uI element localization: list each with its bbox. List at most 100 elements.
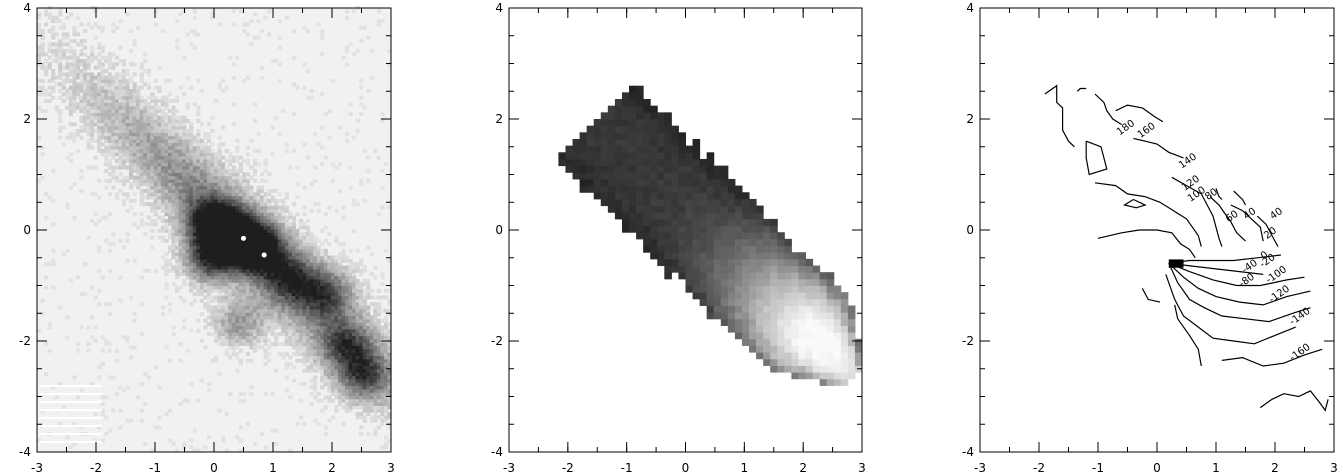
pixel [291, 222, 297, 227]
pixel [274, 442, 279, 446]
pixel [359, 405, 364, 410]
pixel [107, 82, 112, 87]
pixel [185, 135, 190, 140]
pixel [217, 242, 222, 247]
pixel [277, 238, 282, 243]
pixel [636, 172, 644, 180]
pixel [224, 248, 229, 253]
pixel [629, 192, 637, 200]
pixel [330, 285, 335, 290]
pixel [344, 305, 350, 310]
pixel [167, 92, 173, 97]
pixel [607, 152, 616, 160]
pixel [196, 272, 201, 277]
pixel [189, 42, 194, 47]
pixel [125, 148, 130, 153]
pixel [214, 295, 219, 300]
pixel [260, 275, 265, 280]
pixel [125, 109, 130, 113]
pixel [224, 235, 229, 240]
pixel [146, 102, 151, 107]
pixel [178, 342, 183, 347]
pixel [274, 242, 279, 247]
pixel [302, 335, 307, 340]
pixel [192, 162, 197, 167]
pixel [125, 122, 130, 127]
pixel [203, 228, 208, 233]
pixel [189, 235, 194, 240]
pixel [143, 195, 148, 200]
pixel [685, 178, 694, 187]
pixel [111, 138, 116, 143]
pixel [323, 332, 328, 337]
pixel [270, 242, 275, 247]
pixel [143, 142, 148, 147]
pixel [366, 352, 371, 357]
pixel [97, 268, 102, 273]
pixel [178, 119, 183, 123]
pixel [359, 308, 364, 313]
pixel [235, 272, 240, 277]
pixel [657, 158, 665, 167]
pixel [380, 365, 385, 370]
pixel [150, 109, 155, 113]
pixel [306, 302, 311, 307]
pixel [337, 372, 343, 377]
pixel [607, 192, 616, 200]
pixel [316, 295, 321, 300]
pixel [189, 132, 194, 137]
pixel [196, 255, 201, 260]
pixel [171, 238, 176, 243]
pixel [316, 142, 321, 147]
pixel [295, 292, 300, 297]
pixel [228, 302, 233, 307]
pixel [178, 138, 183, 143]
pixel [274, 268, 279, 273]
pixel [65, 435, 70, 440]
pixel [313, 375, 318, 380]
pixel [143, 135, 148, 140]
pixel [182, 272, 187, 277]
pixel [72, 132, 77, 137]
pixel [348, 285, 353, 290]
pixel [75, 128, 81, 133]
pixel [210, 202, 215, 207]
pixel [178, 248, 183, 253]
pixel [44, 65, 49, 70]
pixel [93, 212, 98, 217]
pixel [192, 448, 197, 453]
pixel [160, 178, 166, 183]
pixel [111, 125, 116, 130]
pixel [121, 145, 127, 150]
pixel [210, 308, 215, 313]
pixel [288, 315, 293, 320]
pixel [44, 275, 49, 280]
pixel [196, 182, 201, 187]
pixel [664, 225, 672, 233]
pixel [298, 262, 304, 267]
pixel [373, 385, 378, 390]
pixel [260, 278, 265, 283]
pixel [306, 235, 311, 240]
pixel [167, 162, 173, 167]
pixel [337, 268, 343, 273]
pixel [242, 225, 247, 230]
pixel [362, 402, 367, 406]
pixel [228, 318, 233, 323]
pixel [210, 315, 215, 320]
pixel [341, 252, 346, 257]
pixel [231, 168, 236, 173]
pixel [281, 312, 286, 317]
pixel [330, 355, 335, 360]
pixel [164, 115, 169, 120]
pixel [352, 372, 357, 377]
pixel [348, 385, 353, 390]
pixel [242, 232, 247, 237]
pixel [313, 355, 318, 360]
pixel [157, 138, 162, 143]
pixel [621, 152, 630, 160]
pixel [203, 202, 208, 207]
pixel [373, 412, 378, 416]
pixel [160, 175, 166, 180]
pixel [327, 322, 332, 327]
